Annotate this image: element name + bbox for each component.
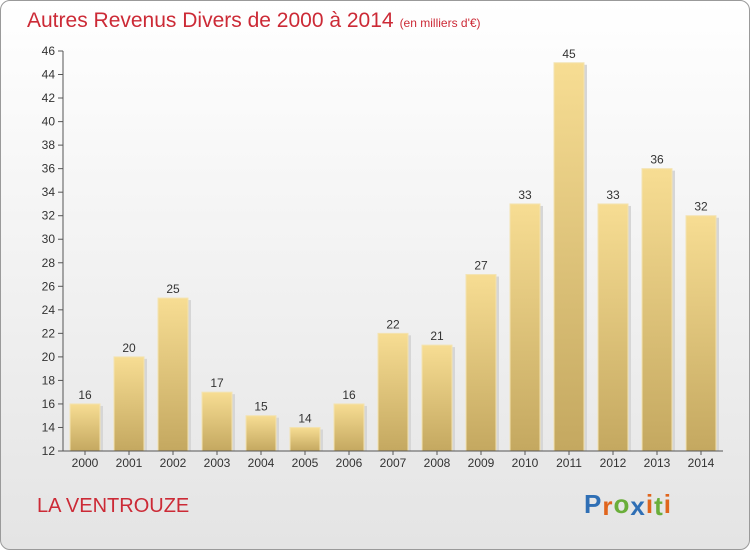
y-tick-label: 34 — [42, 185, 56, 199]
commune-name: LA VENTROUZE — [37, 495, 190, 517]
proxiti-logo: Proxiti — [584, 489, 672, 521]
logo-letter: i — [663, 489, 672, 519]
y-tick-label: 46 — [42, 44, 56, 58]
y-tick-label: 14 — [42, 420, 56, 434]
x-tick-label: 2014 — [688, 456, 715, 470]
bar — [465, 274, 497, 452]
y-tick-label: 42 — [42, 91, 56, 105]
bar-value-label: 45 — [562, 47, 576, 61]
bar-value-label: 20 — [122, 341, 136, 355]
y-tick-label: 22 — [42, 326, 56, 340]
bar-value-label: 21 — [430, 329, 444, 343]
bar — [553, 62, 585, 452]
y-tick-label: 20 — [42, 350, 56, 364]
chart-title-unit: (en milliers d'€) — [399, 16, 481, 30]
x-tick-label: 2013 — [644, 456, 671, 470]
y-tick-label: 38 — [42, 138, 56, 152]
bar — [289, 426, 321, 452]
y-tick-label: 40 — [42, 115, 56, 129]
bar-value-label: 33 — [606, 188, 620, 202]
bar-value-label: 15 — [254, 400, 268, 414]
logo-letter: i — [645, 489, 655, 519]
bar — [69, 403, 101, 452]
x-tick-label: 2012 — [600, 456, 627, 470]
logo-letter: r — [602, 491, 614, 521]
x-tick-label: 2003 — [204, 456, 231, 470]
y-tick-label: 12 — [42, 444, 56, 458]
y-tick-label: 44 — [42, 68, 56, 82]
bar-value-label: 14 — [298, 411, 312, 425]
x-tick-label: 2008 — [424, 456, 451, 470]
bar — [685, 215, 717, 452]
x-tick-label: 2001 — [116, 456, 143, 470]
logo-letter: o — [613, 489, 631, 519]
x-tick-label: 2006 — [336, 456, 363, 470]
bar-value-label: 16 — [342, 388, 356, 402]
bar — [333, 403, 365, 452]
bar — [113, 356, 145, 452]
chart-title-main: Autres Revenus Divers de 2000 à 2014 — [27, 9, 394, 32]
x-tick-label: 2009 — [468, 456, 495, 470]
x-tick-label: 2010 — [512, 456, 539, 470]
bar — [421, 344, 453, 452]
bar — [509, 203, 541, 452]
y-tick-label: 30 — [42, 232, 56, 246]
y-tick-label: 32 — [42, 209, 56, 223]
y-tick-label: 28 — [42, 256, 56, 270]
x-tick-label: 2000 — [72, 456, 99, 470]
y-tick-label: 24 — [42, 303, 56, 317]
bar — [597, 203, 629, 452]
logo-letter: x — [630, 491, 646, 521]
bar — [201, 391, 233, 452]
x-tick-label: 2002 — [160, 456, 187, 470]
chart-title: Autres Revenus Divers de 2000 à 2014 (en … — [27, 9, 481, 33]
x-tick-label: 2004 — [248, 456, 275, 470]
bar-value-label: 33 — [518, 188, 532, 202]
y-tick-label: 18 — [42, 373, 56, 387]
bars-layer: 16 20 25 17 15 14 16 22 21 27 33 45 33 36 32 — [69, 47, 719, 452]
x-tick-label: 2005 — [292, 456, 319, 470]
bar-value-label: 17 — [210, 376, 224, 390]
bar — [245, 415, 277, 452]
bar-value-label: 16 — [78, 388, 92, 402]
bar — [377, 332, 409, 452]
y-tick-label: 16 — [42, 397, 56, 411]
bar-value-label: 22 — [386, 317, 400, 331]
bar-value-label: 27 — [474, 259, 488, 273]
x-tick-label: 2011 — [556, 456, 582, 470]
y-tick-label: 36 — [42, 162, 56, 176]
bar-value-label: 32 — [694, 200, 708, 214]
bar — [641, 168, 673, 452]
axes-layer: 2000 2001 2002 2003 2004 2005 2006 2007 2008 2009… — [42, 44, 723, 470]
bar — [157, 297, 189, 452]
bar-value-label: 36 — [650, 153, 664, 167]
y-tick-label: 26 — [42, 279, 56, 293]
logo-letter: t — [654, 491, 664, 521]
x-tick-label: 2007 — [380, 456, 407, 470]
logo-letter: P — [584, 489, 603, 519]
bar-value-label: 25 — [166, 282, 180, 296]
